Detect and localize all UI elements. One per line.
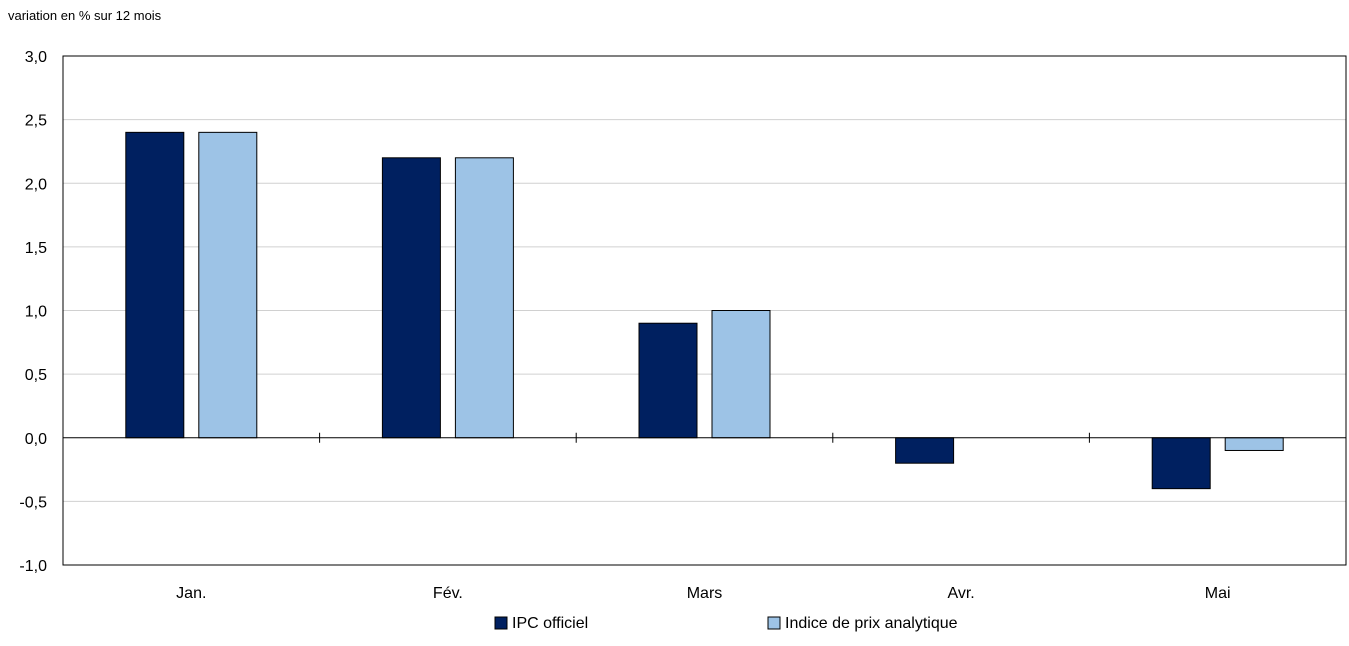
plot-frame <box>62 55 1347 566</box>
y-tick-label: 1,5 <box>25 240 47 257</box>
legend-label: IPC officiel <box>512 615 588 632</box>
y-axis-title: variation en % sur 12 mois <box>8 8 162 23</box>
legend-swatch <box>494 616 508 630</box>
bar <box>638 322 698 439</box>
bar <box>198 131 258 439</box>
x-tick-label: Fév. <box>433 585 463 602</box>
y-tick-label: -0,5 <box>19 494 47 511</box>
legend-label: Indice de prix analytique <box>785 615 958 632</box>
y-tick-label: 2,0 <box>25 176 47 193</box>
x-tick-label: Avr. <box>947 585 974 602</box>
bar <box>895 437 955 464</box>
y-tick-label: 0,0 <box>25 431 47 448</box>
bar <box>125 131 185 439</box>
bar <box>454 157 514 439</box>
bar <box>1224 437 1284 451</box>
x-tick-label: Jan. <box>176 585 206 602</box>
y-tick-label: 1,0 <box>25 304 47 321</box>
y-tick-label: 3,0 <box>25 49 47 66</box>
x-tick-label: Mai <box>1205 585 1231 602</box>
bar <box>381 157 441 439</box>
y-tick-label: 2,5 <box>25 113 47 130</box>
legend-swatch <box>767 616 781 630</box>
bar <box>1151 437 1211 490</box>
y-tick-label: -1,0 <box>19 558 47 575</box>
y-tick-label: 0,5 <box>25 367 47 384</box>
bar <box>711 310 771 439</box>
x-tick-label: Mars <box>687 585 723 602</box>
